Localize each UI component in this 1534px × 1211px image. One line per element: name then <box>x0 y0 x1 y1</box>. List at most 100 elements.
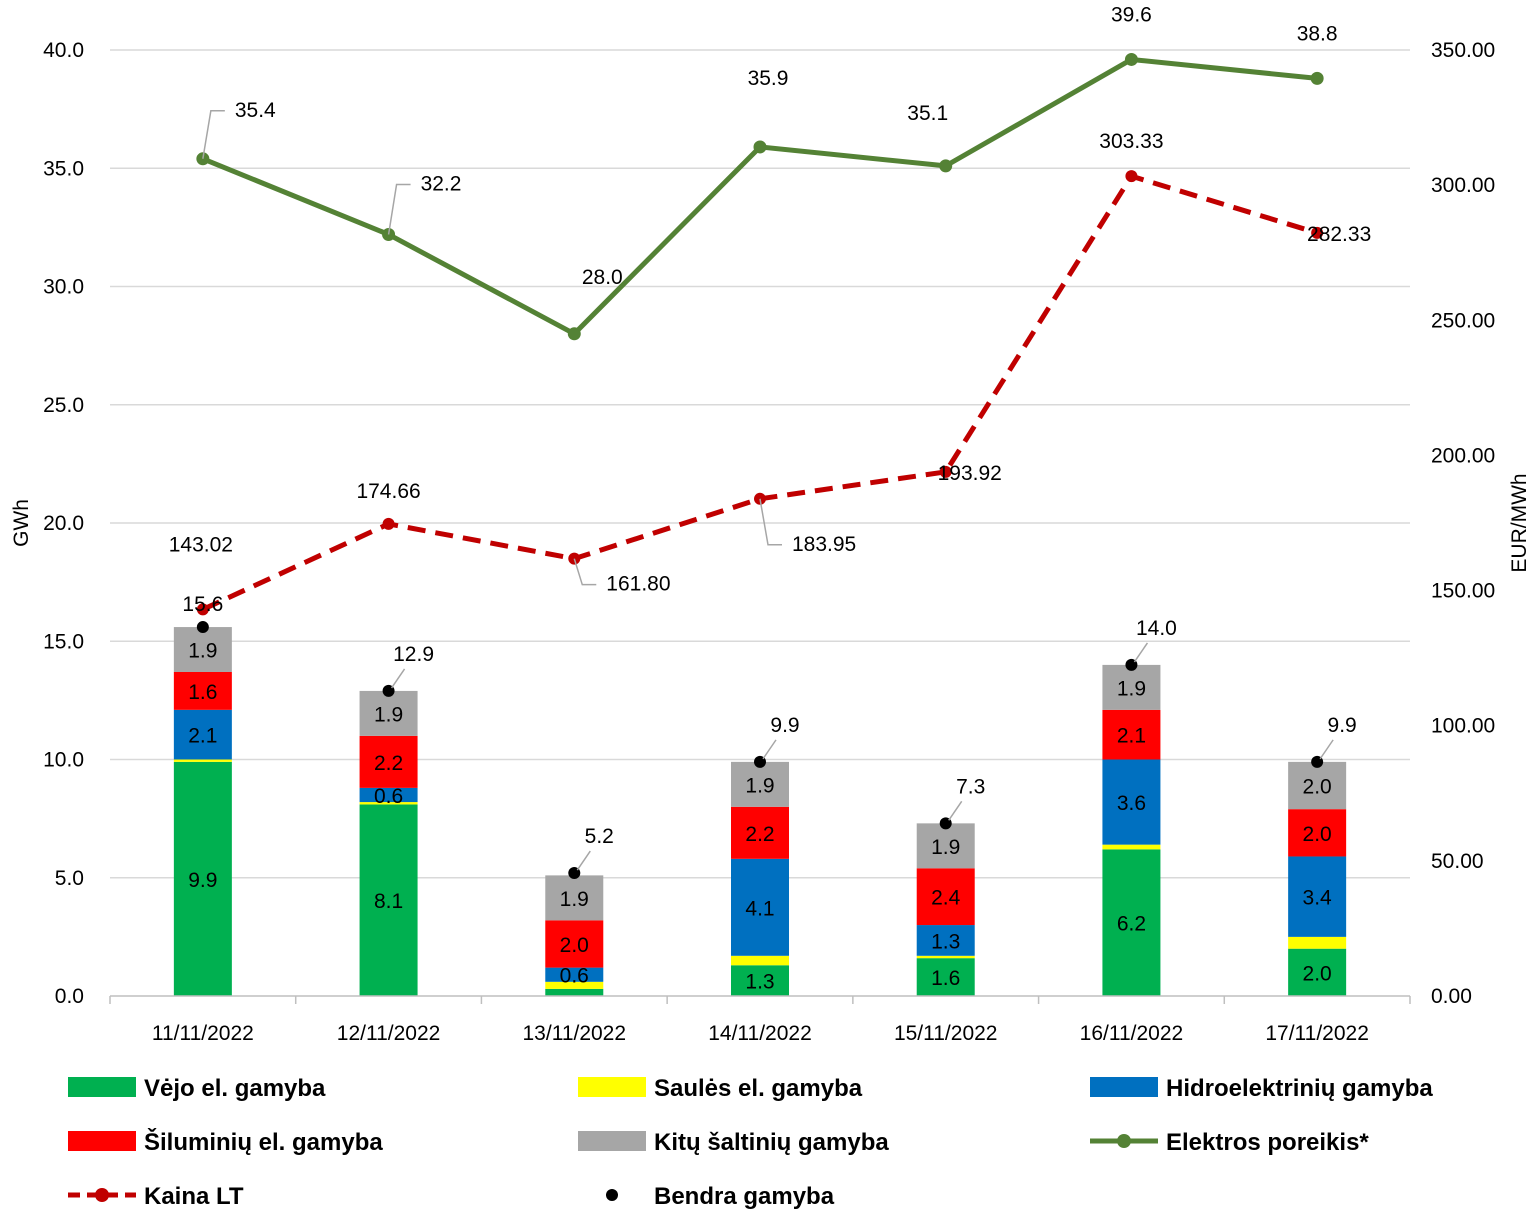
line-point <box>1311 226 1324 239</box>
line-point <box>939 159 953 173</box>
line-point <box>1125 170 1138 183</box>
leader-line <box>1133 642 1149 663</box>
line-point-label: 143.02 <box>169 533 233 556</box>
y-tick-left: 0.0 <box>55 985 84 1008</box>
line-point-label: 39.6 <box>1111 3 1152 26</box>
bar-segment-label: 2.4 <box>931 887 961 910</box>
y-tick-left: 40.0 <box>43 39 84 62</box>
legend-label: Kitų šaltinių gamyba <box>654 1129 889 1156</box>
bar-segment <box>359 787 418 803</box>
bar-segment <box>1102 759 1161 845</box>
legend-label: Kaina LT <box>144 1183 244 1210</box>
total-point-label: 5.2 <box>585 825 614 848</box>
legend-marker <box>1117 1134 1131 1148</box>
total-point-label: 7.3 <box>956 775 985 798</box>
line-point <box>939 465 952 478</box>
legend-item: Saulės el. gamyba <box>578 1075 863 1102</box>
line-series <box>201 173 1318 612</box>
line-point-label: 35.4 <box>235 99 276 122</box>
line-point <box>1124 52 1138 66</box>
total-point-label: 12.9 <box>393 643 434 666</box>
bar-segment <box>173 671 232 710</box>
bar-segment <box>1102 844 1161 850</box>
y-tick-right: 0.00 <box>1431 985 1472 1008</box>
bar-segment-label: 1.9 <box>560 888 589 911</box>
line-point-label: 282.33 <box>1307 223 1371 246</box>
line-point-label: 35.1 <box>907 102 948 125</box>
bar-segment-label: 1.9 <box>188 640 217 663</box>
bar-segment-label: 1.9 <box>1117 677 1146 700</box>
line-point-label: 32.2 <box>421 172 462 195</box>
bar-segment <box>359 802 418 805</box>
y-axis-title-left: GWh <box>10 499 33 547</box>
total-point-label: 15.6 <box>182 593 223 616</box>
bar-segment <box>1102 664 1161 710</box>
y-tick-left: 15.0 <box>43 630 84 653</box>
legend-swatch <box>68 1131 136 1151</box>
bar-segment-label: 2.2 <box>374 752 403 775</box>
legend-swatch <box>578 1077 646 1097</box>
line-point-label: 174.66 <box>356 480 420 503</box>
bar-segment <box>1288 856 1347 937</box>
bar-segment-label: 2.1 <box>188 725 217 748</box>
lines-layer: 35.4 32.2 28.0 35.9 35.1 39.6 38.8 143.02 174.66… <box>169 3 1371 880</box>
bar-segment-label: 3.6 <box>1117 792 1146 815</box>
bar-segment <box>545 920 604 968</box>
bar-segment <box>173 759 232 762</box>
bar-segment <box>173 761 232 996</box>
y-tick-left: 35.0 <box>43 157 84 180</box>
bar-segment-label: 2.0 <box>560 934 589 957</box>
line-point-label: 183.95 <box>792 533 856 556</box>
bar-segment <box>731 965 789 996</box>
x-tick-label: 11/11/2022 <box>152 1022 254 1045</box>
legend: Vėjo el. gamyba Saulės el. gamyba Hidroele… <box>68 1075 1433 1210</box>
total-point-label: 9.9 <box>770 714 799 737</box>
line-series <box>201 56 1318 337</box>
y-tick-right: 300.00 <box>1431 174 1495 197</box>
total-point-label: 9.9 <box>1328 714 1357 737</box>
legend-swatch <box>578 1131 646 1151</box>
bar-segment-label: 1.3 <box>745 971 774 994</box>
bar-segment <box>731 806 789 859</box>
legend-marker <box>95 1188 109 1202</box>
leader-line <box>573 558 597 586</box>
x-tick-label: 17/11/2022 <box>1265 1022 1369 1045</box>
legend-label: Hidroelektrinių gamyba <box>1166 1075 1433 1102</box>
bar-segment-label: 2.2 <box>745 823 774 846</box>
bar-segment <box>1288 761 1347 810</box>
axes-layer: 0.0 5.0 10.0 15.0 20.0 25.0 30.0 35.0 40.0 0.00 50… <box>10 39 1531 1045</box>
y-tick-left: 30.0 <box>43 276 84 299</box>
leader-line <box>1319 739 1334 760</box>
bar-segment-label: 1.6 <box>931 967 960 990</box>
bar-segment-label: 4.1 <box>745 897 774 920</box>
bar-segment-label: 0.6 <box>560 965 589 988</box>
y-tick-right: 250.00 <box>1431 309 1495 332</box>
y-tick-left: 10.0 <box>43 749 84 772</box>
legend-swatch <box>1090 1077 1158 1097</box>
legend-label: Šiluminių el. gamyba <box>144 1128 383 1156</box>
bar-segment <box>1288 809 1347 857</box>
x-tick-label: 14/11/2022 <box>708 1022 812 1045</box>
line-point-label: 28.0 <box>582 266 623 289</box>
line-point-label: 38.8 <box>1297 22 1338 45</box>
legend-item: Elektros poreikis* <box>1090 1129 1369 1156</box>
bars-layer: 9.9 2.1 1.6 1.9 8.1 0.6 2.2 1.9 0.6 2.0 1.9 1.3 4.1 2… <box>173 627 1347 996</box>
bar-segment <box>1102 849 1161 996</box>
bar-segment <box>916 958 975 996</box>
x-tick-label: 15/11/2022 <box>894 1022 998 1045</box>
legend-item: Bendra gamyba <box>606 1183 835 1210</box>
bar-segment <box>173 709 232 760</box>
y-tick-right: 200.00 <box>1431 444 1495 467</box>
line-point-label: 193.92 <box>938 462 1002 485</box>
bar-segment-label: 1.3 <box>931 930 960 953</box>
bar-segment <box>916 868 975 926</box>
total-point <box>196 621 209 634</box>
bar-segment <box>545 988 604 996</box>
line-point-label: 161.80 <box>606 573 670 596</box>
line-point <box>567 327 581 341</box>
y-axis-title-right: EUR/MWh <box>1508 473 1531 572</box>
bar-segment <box>916 955 975 959</box>
y-tick-right: 150.00 <box>1431 580 1495 603</box>
y-tick-left: 25.0 <box>43 394 84 417</box>
